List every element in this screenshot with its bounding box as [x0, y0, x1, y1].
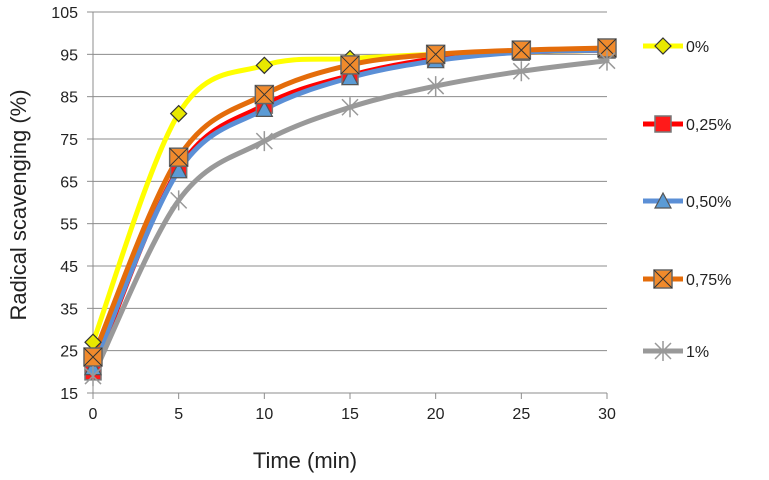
x-square-marker	[340, 55, 360, 75]
y-tick-labels: 15 25 35 45 55 65 75 85 95 105	[51, 5, 78, 403]
x-square-marker	[168, 147, 189, 167]
series-markers	[83, 38, 617, 387]
x-tick-label: 0	[89, 406, 98, 423]
star-marker	[598, 50, 616, 71]
legend-label: 0,25%	[686, 117, 731, 134]
legend-label: 0%	[686, 39, 709, 56]
series-lines	[90, 45, 610, 379]
x-tick-label: 25	[512, 406, 530, 423]
legend-item: 1%	[643, 341, 709, 361]
legend: 0% 0,25% 0,50% 0,75% 1%	[643, 37, 731, 361]
y-tick-label: 25	[60, 344, 78, 361]
y-axis-title: Radical scavenging (%)	[6, 89, 31, 320]
x-tick-label: 20	[427, 406, 445, 423]
star-marker	[341, 97, 359, 118]
legend-item: 0,75%	[643, 269, 731, 289]
legend-item: 0,50%	[643, 191, 731, 211]
x-tick-label: 15	[341, 406, 359, 423]
legend-label: 0,75%	[686, 272, 731, 289]
x-square-marker	[254, 84, 275, 105]
square-marker	[654, 115, 672, 133]
diamond-marker	[169, 104, 188, 123]
diamond-marker	[654, 37, 672, 55]
star-marker	[255, 131, 273, 152]
y-tick-label: 45	[60, 259, 78, 276]
x-axis-title: Time (min)	[253, 448, 357, 473]
triangle-marker	[255, 100, 274, 117]
triangle-marker	[169, 161, 188, 179]
x-square-marker	[511, 40, 532, 60]
star-marker	[84, 366, 102, 387]
series-line-0,75%	[90, 45, 610, 360]
y-tick-label: 85	[60, 90, 78, 107]
star-marker	[427, 76, 445, 97]
triangle-marker	[341, 68, 359, 86]
diamond-marker	[255, 56, 274, 75]
x-tick-labels: 0 5 10 15 20 25 30	[89, 406, 616, 423]
star-marker	[512, 61, 530, 82]
y-tick-label: 105	[51, 5, 78, 22]
y-tick-label: 95	[60, 47, 78, 64]
legend-item: 0,25%	[643, 115, 731, 134]
y-tick-label: 35	[60, 301, 78, 318]
legend-label: 0,50%	[686, 194, 731, 211]
x-square-marker	[653, 269, 673, 289]
star-marker	[654, 341, 672, 361]
legend-item: 0%	[643, 37, 709, 56]
x-tick-label: 5	[174, 406, 183, 423]
x-square-marker	[83, 347, 103, 367]
y-tick-label: 15	[60, 386, 78, 403]
y-tick-label: 55	[60, 217, 78, 234]
legend-label: 1%	[686, 344, 709, 361]
y-tick-label: 65	[60, 174, 78, 191]
y-tick-label: 75	[60, 132, 78, 149]
series-line-0%	[90, 47, 610, 345]
x-square-marker	[425, 44, 446, 65]
triangle-marker	[654, 191, 672, 209]
x-tick-label: 10	[255, 406, 273, 423]
star-marker	[170, 190, 188, 211]
x-tick-label: 30	[598, 406, 616, 423]
